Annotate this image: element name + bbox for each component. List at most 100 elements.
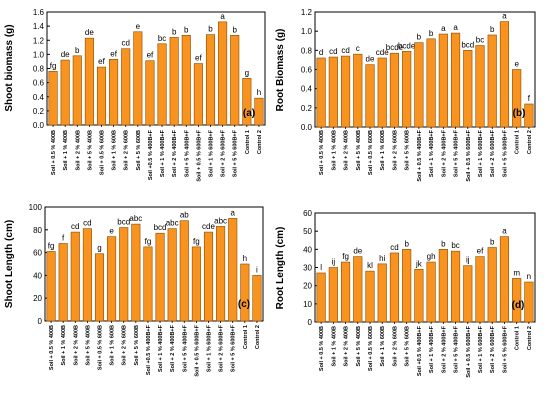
significance-letter: de bbox=[61, 50, 70, 59]
y-tick-label: 0.8 bbox=[301, 46, 313, 55]
significance-letter: cd bbox=[390, 243, 398, 252]
y-axis-label: Root Biomass (g) bbox=[275, 29, 286, 112]
significance-letter: bcde bbox=[386, 43, 404, 52]
bar bbox=[230, 35, 240, 126]
significance-letter: a bbox=[453, 23, 458, 32]
significance-letter: ef bbox=[110, 49, 117, 58]
bar bbox=[143, 246, 153, 322]
category-label: Soil + 1 % 400B bbox=[331, 130, 337, 171]
significance-letter: b bbox=[417, 33, 422, 42]
y-tick-label: 1.2 bbox=[301, 8, 313, 17]
category-label: Soil + 2 % 600B+F bbox=[221, 129, 227, 177]
category-label: Soil + 0.5 % 600B+F bbox=[466, 325, 472, 377]
significance-letter: c bbox=[356, 44, 360, 53]
y-tick-label: 0.2 bbox=[301, 104, 313, 113]
category-label: Soil + 2 % 600B+F bbox=[490, 325, 496, 373]
category-label: Soil + 1 % 600B bbox=[110, 325, 116, 366]
significance-letter: b bbox=[232, 25, 237, 34]
bar bbox=[316, 272, 326, 323]
bar bbox=[377, 263, 387, 323]
bar bbox=[179, 220, 189, 322]
bar bbox=[475, 45, 485, 128]
category-label: Soil + 2 % 400B bbox=[75, 130, 81, 171]
significance-letter: fg bbox=[342, 252, 349, 261]
category-label: Soil + 1 % 400B bbox=[331, 326, 337, 367]
bar bbox=[84, 37, 94, 126]
significance-letter: b bbox=[172, 27, 177, 36]
significance-letter: f bbox=[528, 94, 531, 103]
y-tick-label: 1.2 bbox=[33, 36, 45, 45]
significance-letter: bcd bbox=[461, 40, 474, 49]
significance-letter: cde bbox=[376, 48, 389, 57]
bar bbox=[487, 247, 497, 323]
category-label: Control 2 bbox=[255, 325, 261, 349]
category-label: Soil + 2 % 400B+F bbox=[441, 325, 447, 373]
category-label: Control 1 bbox=[515, 130, 521, 154]
category-label: Soil + 2 % 600B+F bbox=[490, 129, 496, 177]
bar bbox=[133, 31, 143, 126]
significance-letter: n bbox=[527, 272, 531, 281]
significance-letter: ij bbox=[466, 256, 470, 265]
significance-letter: ef bbox=[195, 54, 202, 63]
bar bbox=[254, 97, 264, 126]
category-label: Soil + 5 % 400B bbox=[356, 326, 362, 367]
y-tick-label: 0.0 bbox=[301, 123, 313, 132]
bar bbox=[60, 59, 70, 126]
y-tick-label: 0.4 bbox=[33, 93, 45, 102]
significance-letter: d bbox=[319, 48, 323, 57]
category-label: Soil + 1 % 600B+F bbox=[478, 325, 484, 373]
category-label: Soil + 2 % 600B bbox=[122, 325, 128, 366]
category-label: Soil + 0.5 % 400B+F bbox=[417, 129, 423, 181]
y-tick-label: 1.0 bbox=[33, 50, 45, 59]
category-label: Soil + 5 % 400B+F bbox=[182, 324, 188, 372]
category-label: Soil +0.5 % 400B+F bbox=[417, 325, 423, 376]
bar bbox=[72, 55, 82, 126]
significance-letter: bc bbox=[451, 241, 459, 250]
category-label: Soil + 1 % 600B+F bbox=[207, 324, 213, 372]
significance-letter: l bbox=[320, 263, 322, 272]
bar bbox=[70, 231, 80, 322]
significance-letter: ab bbox=[180, 211, 189, 220]
y-tick-label: 0.6 bbox=[301, 66, 313, 75]
category-label: Soil + 5 % 600B+F bbox=[233, 129, 239, 177]
significance-letter: h bbox=[257, 88, 261, 97]
bar bbox=[389, 252, 400, 323]
y-tick-label: 50 bbox=[303, 227, 312, 236]
category-label: Control 1 bbox=[515, 326, 521, 350]
y-tick-label: 0.0 bbox=[33, 121, 45, 130]
y-tick-label: 1.6 bbox=[33, 8, 45, 17]
category-label: Soil + 5 % 600B bbox=[134, 325, 140, 366]
category-label: Soil + 5 % 400B+F bbox=[184, 129, 190, 177]
category-label: Control 1 bbox=[243, 325, 249, 349]
bar bbox=[328, 267, 338, 323]
significance-letter: ef bbox=[477, 247, 484, 256]
significance-letter: f bbox=[62, 233, 65, 242]
bar bbox=[218, 21, 228, 126]
bar bbox=[193, 63, 203, 126]
category-label: Soil + 0.5 % 400B bbox=[319, 130, 325, 175]
y-tick-label: 1.4 bbox=[33, 22, 45, 31]
y-tick-label: 0 bbox=[308, 318, 313, 327]
category-label: Soil + 5 % 600B bbox=[405, 130, 411, 171]
significance-letter: bcd bbox=[154, 223, 167, 232]
significance-letter: kl bbox=[367, 261, 373, 270]
y-tick-label: 0.8 bbox=[33, 65, 45, 74]
category-label: Soil + 0.5 % 600B bbox=[100, 130, 106, 175]
category-label: Soil + 2 % 600B bbox=[392, 130, 398, 171]
significance-letter: b bbox=[208, 25, 213, 34]
significance-letter: de bbox=[366, 55, 375, 64]
category-label: Soil + 2 % 400B+F bbox=[170, 324, 176, 372]
bar bbox=[450, 250, 461, 323]
significance-letter: e bbox=[514, 60, 519, 69]
category-label: Control 2 bbox=[527, 326, 533, 350]
significance-letter: abc bbox=[214, 216, 227, 225]
bar bbox=[252, 275, 262, 322]
category-label: Soil + 2 % 600B bbox=[124, 130, 130, 171]
y-axis-label: Shoot biomass (g) bbox=[4, 24, 15, 111]
significance-letter: fg bbox=[193, 237, 200, 246]
bar bbox=[169, 37, 179, 126]
significance-letter: fg bbox=[48, 241, 55, 250]
bar bbox=[463, 50, 473, 128]
panel-label: (a) bbox=[243, 108, 255, 119]
category-label: Soil + 2 % 600B+F bbox=[219, 324, 225, 372]
